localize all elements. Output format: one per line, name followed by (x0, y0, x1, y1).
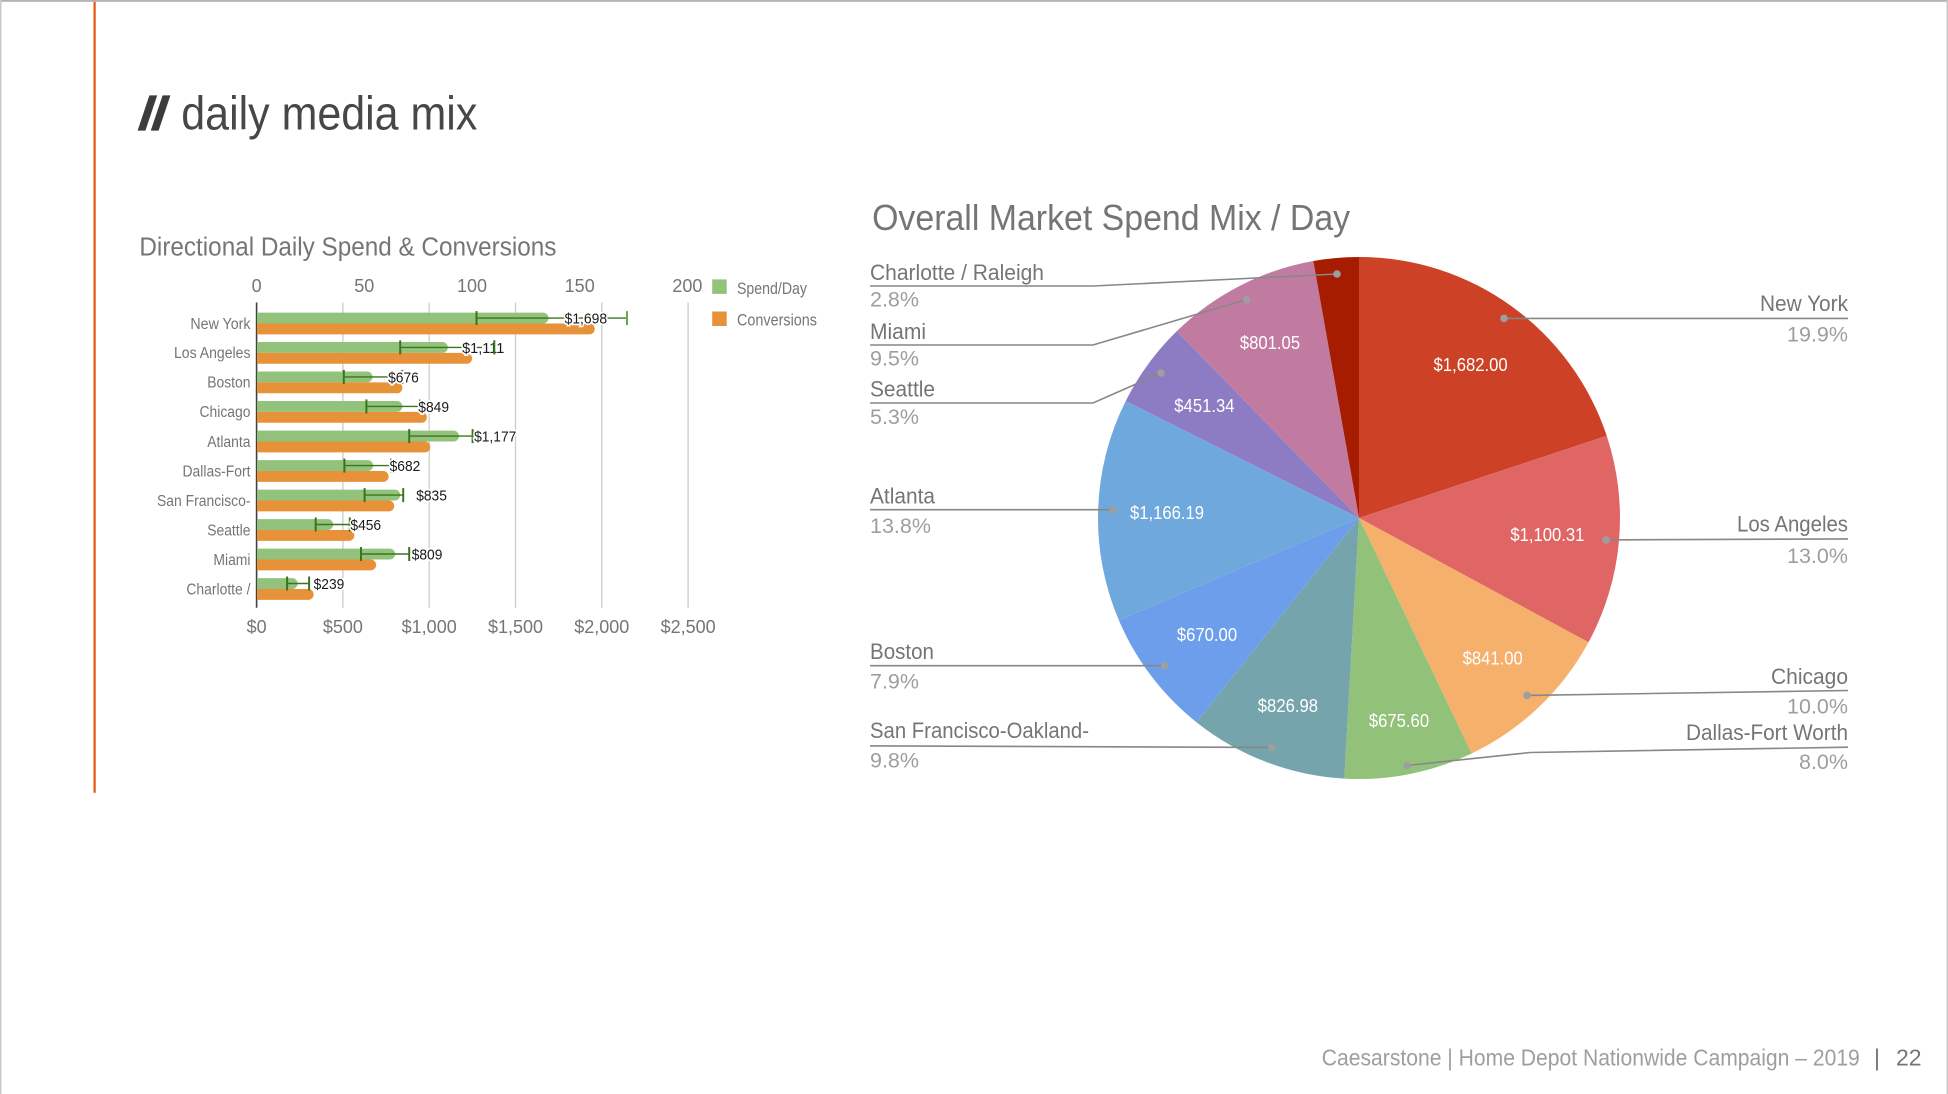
svg-text:0: 0 (252, 276, 262, 296)
svg-text:$1,177: $1,177 (474, 428, 516, 445)
svg-text:Overall Market Spend Mix / Day: Overall Market Spend Mix / Day (872, 198, 1350, 238)
svg-text:Dallas-Fort: Dallas-Fort (183, 463, 252, 480)
svg-text:Atlanta: Atlanta (207, 434, 251, 451)
svg-text:$841.00: $841.00 (1463, 648, 1523, 668)
svg-text:150: 150 (565, 276, 595, 296)
svg-text:9.8%: 9.8% (870, 749, 919, 773)
svg-text:San Francisco-Oakland-: San Francisco-Oakland- (870, 718, 1089, 743)
svg-text:Los Angeles: Los Angeles (174, 345, 251, 362)
svg-text:$1,500: $1,500 (488, 617, 543, 637)
svg-text:daily media mix: daily media mix (181, 87, 477, 140)
svg-text:$809: $809 (412, 546, 443, 563)
svg-text:Seattle: Seattle (870, 377, 935, 402)
svg-text:$1,111: $1,111 (462, 340, 504, 357)
svg-text:New York: New York (1760, 291, 1849, 316)
svg-text:13.0%: 13.0% (1787, 544, 1848, 568)
svg-text:$500: $500 (323, 617, 363, 637)
svg-text:$239: $239 (314, 576, 345, 593)
svg-text:$835: $835 (416, 487, 447, 504)
svg-text:$670.00: $670.00 (1177, 625, 1237, 645)
svg-text:$1,100.31: $1,100.31 (1510, 525, 1584, 545)
svg-text:Chicago: Chicago (1771, 664, 1848, 689)
svg-text:Miami: Miami (213, 552, 250, 569)
svg-text:8.0%: 8.0% (1799, 750, 1848, 774)
svg-text:$801.05: $801.05 (1240, 333, 1300, 353)
svg-text:$456: $456 (350, 517, 381, 534)
svg-text:Chicago: Chicago (200, 404, 251, 421)
svg-text:Dallas-Fort Worth: Dallas-Fort Worth (1686, 720, 1848, 745)
svg-text:$1,698: $1,698 (565, 310, 608, 327)
svg-text:Boston: Boston (870, 639, 934, 664)
svg-text:5.3%: 5.3% (870, 405, 919, 429)
svg-text:Charlotte /: Charlotte / (186, 581, 251, 598)
svg-text:7.9%: 7.9% (870, 669, 919, 693)
svg-text:$2,500: $2,500 (661, 617, 716, 637)
svg-text:10.0%: 10.0% (1787, 694, 1848, 718)
svg-text:19.9%: 19.9% (1787, 323, 1848, 347)
svg-text:50: 50 (354, 276, 374, 296)
svg-text:Atlanta: Atlanta (870, 484, 936, 509)
svg-text:Directional Daily Spend & Conv: Directional Daily Spend & Conversions (139, 233, 556, 261)
svg-text:New York: New York (190, 316, 250, 333)
svg-text:Spend/Day: Spend/Day (737, 280, 808, 298)
svg-text:Caesarstone | Home Depot Natio: Caesarstone | Home Depot Nationwide Camp… (1322, 1044, 1860, 1070)
svg-text:9.5%: 9.5% (870, 347, 919, 371)
svg-text:$1,000: $1,000 (402, 617, 457, 637)
svg-text:Miami: Miami (870, 319, 926, 344)
svg-text:$0: $0 (247, 617, 267, 637)
svg-text:200: 200 (672, 276, 702, 296)
svg-text:$682: $682 (390, 458, 421, 475)
svg-text:$1,682.00: $1,682.00 (1434, 355, 1508, 375)
svg-text:San Francisco-: San Francisco- (157, 493, 251, 510)
svg-text:Los Angeles: Los Angeles (1737, 512, 1848, 537)
svg-text:Conversions: Conversions (737, 312, 817, 330)
svg-text:13.8%: 13.8% (870, 514, 931, 538)
svg-text:22: 22 (1896, 1044, 1922, 1070)
svg-text:Seattle: Seattle (207, 522, 250, 539)
svg-text:Charlotte / Raleigh: Charlotte / Raleigh (870, 260, 1044, 285)
svg-text:$2,000: $2,000 (574, 617, 629, 637)
svg-text:$676: $676 (388, 369, 419, 386)
svg-text:|: | (1874, 1044, 1880, 1070)
svg-text:$675.60: $675.60 (1369, 711, 1429, 731)
svg-text:2.8%: 2.8% (870, 288, 919, 312)
svg-text:100: 100 (457, 276, 487, 296)
svg-text:$849: $849 (418, 399, 449, 416)
svg-text:Boston: Boston (207, 375, 250, 392)
svg-text:$826.98: $826.98 (1258, 696, 1318, 716)
svg-text:$451.34: $451.34 (1174, 396, 1234, 416)
svg-text:$1,166.19: $1,166.19 (1130, 503, 1204, 523)
